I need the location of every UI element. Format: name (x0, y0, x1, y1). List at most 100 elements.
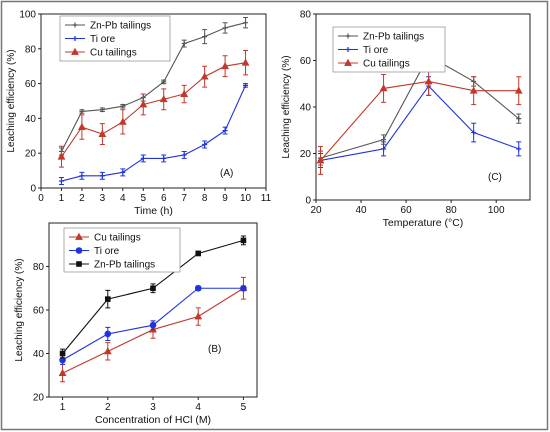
legend-marker (345, 47, 351, 52)
data-point (78, 122, 86, 130)
legend: Zn-Pb tailings Ti ore Cu tailings (59, 15, 171, 62)
data-point (240, 237, 247, 244)
x-tick-label: 20 (310, 205, 322, 216)
data-point (104, 296, 111, 302)
x-tick-label: 80 (446, 205, 458, 216)
y-tick-label: 80 (25, 44, 37, 55)
data-point (202, 142, 208, 147)
data-point (381, 146, 387, 152)
legend-label: Zn-Pb tailings (90, 21, 151, 32)
legend-label: Zn-Pb tailings (94, 260, 155, 271)
x-tick-label: 8 (202, 193, 208, 204)
data-point (104, 330, 112, 338)
x-tick-label: 60 (401, 205, 413, 216)
y-tick-label: 40 (300, 103, 312, 114)
data-point (240, 284, 247, 292)
y-tick-label: 60 (25, 79, 37, 90)
x-tick-label: 11 (261, 193, 272, 204)
x-tick-label: 5 (241, 402, 247, 413)
x-tick-label: 9 (222, 193, 228, 204)
legend-label: Ti ore (94, 246, 120, 257)
y-tick-label: 60 (300, 56, 312, 67)
data-point (79, 173, 85, 179)
data-point (222, 25, 228, 31)
data-point (200, 72, 209, 80)
data-point (243, 82, 249, 88)
legend-label: Cu tailings (94, 233, 141, 244)
legend-marker (72, 22, 78, 28)
x-tick-label: 6 (161, 193, 167, 204)
legend-label: Ti ore (90, 34, 116, 45)
x-tick-label: 1 (60, 402, 66, 413)
data-point (57, 152, 66, 160)
data-point (58, 368, 67, 376)
data-point (150, 285, 156, 292)
y-tick-label: 0 (30, 184, 36, 195)
x-tick-label: 0 (38, 193, 44, 204)
data-point (469, 86, 478, 94)
x-tick-label: 3 (150, 402, 156, 413)
x-tick-label: 40 (355, 205, 367, 216)
data-point (140, 155, 146, 161)
chart-panel-a: 0 1 2 3 4 5 6 7 8 9 10 11 0 20 40 60 80 100 Time (h) Leachi… (6, 10, 272, 218)
x-tick-label: 1 (59, 193, 65, 204)
chart-panel-b: 1 2 3 4 5 20 40 60 80 Concentration of HCl (M) Lea… (14, 222, 258, 426)
x-tick-label: 3 (100, 193, 106, 204)
series-line (61, 85, 247, 182)
y-axis-label: Leaching efficiency (%) (281, 55, 292, 158)
x-tick-label: 4 (195, 402, 201, 413)
y-axis-label: Leaching efficiency (%) (14, 258, 25, 361)
legend-marker (75, 232, 83, 240)
legend-label: Zn-Pb tailings (363, 32, 424, 43)
legend: Cu tailings Ti ore Zn-Pb tailings (63, 227, 181, 273)
legend-label: Cu tailings (90, 48, 137, 59)
series-ti-ore (58, 82, 249, 186)
data-point (194, 312, 203, 320)
data-point (381, 137, 387, 143)
x-tick-label: 100 (488, 205, 505, 216)
data-point (194, 284, 202, 292)
legend-marker (76, 261, 82, 267)
data-point (243, 20, 249, 26)
legend-label: Cu tailings (363, 59, 410, 70)
legend-marker (72, 36, 78, 41)
y-tick-label: 40 (33, 349, 45, 360)
x-tick-label: 2 (105, 402, 111, 413)
y-tick-label: 60 (33, 306, 45, 317)
panel-label: (A) (220, 168, 233, 179)
data-point (99, 173, 105, 179)
data-point (59, 350, 66, 357)
data-point (471, 130, 477, 136)
data-point (120, 169, 126, 175)
y-tick-label: 0 (305, 196, 311, 207)
series-line (61, 62, 246, 157)
data-point (103, 347, 112, 355)
data-point (161, 155, 167, 161)
y-axis-label: Leaching efficiency (%) (6, 49, 17, 152)
data-point (159, 95, 168, 103)
data-point (181, 152, 187, 158)
series-ti-ore (59, 284, 247, 365)
series-cu-tailings (316, 66, 523, 175)
x-tick-label: 10 (240, 193, 252, 204)
panel-label: (B) (208, 344, 221, 355)
y-tick-label: 20 (25, 149, 37, 160)
legend-marker (75, 247, 83, 254)
data-point (120, 103, 126, 109)
x-tick-label: 7 (181, 193, 187, 204)
y-tick-label: 80 (33, 262, 45, 273)
data-point (118, 117, 127, 125)
series-line (320, 80, 519, 161)
series-cu-tailings (57, 50, 250, 168)
x-axis-label: Concentration of HCl (M) (95, 414, 211, 426)
data-point (222, 128, 228, 134)
data-point (149, 321, 157, 329)
data-point (99, 107, 105, 113)
data-point (516, 116, 522, 122)
data-point (181, 41, 187, 47)
data-point (241, 58, 250, 66)
series-zn-pb-tailings (59, 235, 247, 359)
legend: Zn-Pb tailings Ti ore Cu tailings (332, 26, 446, 73)
